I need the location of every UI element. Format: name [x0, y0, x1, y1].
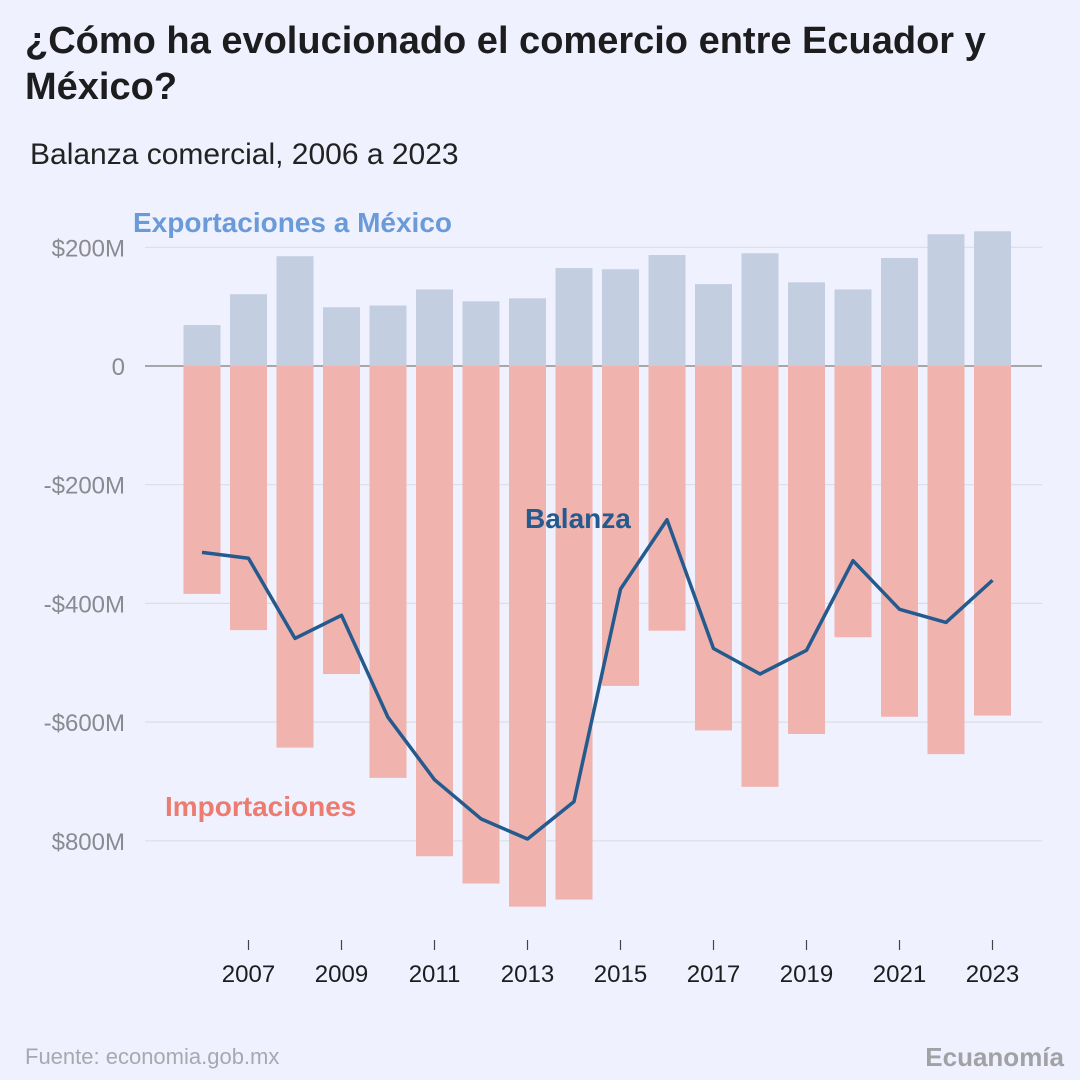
export-bar	[602, 269, 639, 366]
x-tick-label: 2013	[501, 961, 554, 988]
import-bar	[648, 366, 686, 631]
export-bar	[741, 253, 779, 366]
series-label-balance: Balanza	[525, 503, 631, 534]
y-tick-label: -$400M	[44, 591, 125, 618]
x-tick-label: 2007	[222, 961, 275, 988]
export-bar	[648, 255, 686, 366]
import-bar	[416, 366, 453, 857]
import-bar	[974, 366, 1011, 716]
import-bar	[927, 366, 965, 755]
import-bar	[602, 366, 639, 686]
export-bar	[509, 298, 546, 366]
export-bar	[881, 257, 918, 366]
import-bar	[276, 366, 314, 748]
y-tick-label: $200M	[52, 235, 125, 262]
import-bar	[788, 366, 825, 734]
x-tick-label: 2015	[594, 961, 647, 988]
import-bar	[834, 366, 872, 638]
series-label-imports: Importaciones	[165, 791, 356, 822]
import-bar	[462, 366, 500, 884]
import-bar	[695, 366, 732, 731]
import-bar	[881, 366, 918, 717]
export-bar	[788, 282, 825, 366]
y-tick-label: -$600M	[44, 710, 125, 737]
brand-logo: Ecuanomía	[925, 1042, 1064, 1072]
export-bar	[369, 305, 407, 366]
import-bar	[183, 366, 221, 594]
export-bar	[555, 268, 593, 366]
series-label-exports: Exportaciones a México	[133, 207, 452, 238]
x-tick-label: 2017	[687, 961, 740, 988]
chart-title: ¿Cómo ha evolucionado el comercio entre …	[25, 20, 986, 108]
import-bar	[555, 366, 593, 900]
export-bar	[462, 301, 500, 366]
y-tick-label: -$200M	[44, 473, 125, 500]
export-bar	[323, 307, 360, 366]
export-bar	[927, 234, 965, 366]
export-bar	[276, 256, 314, 366]
import-bar	[509, 366, 546, 907]
source-note: Fuente: economia.gob.mx	[25, 1044, 280, 1069]
import-bar	[323, 366, 360, 675]
export-bar	[416, 289, 453, 366]
import-bar	[369, 366, 407, 778]
export-bar	[183, 325, 221, 366]
export-bar	[974, 231, 1011, 366]
x-tick-label: 2011	[409, 961, 461, 988]
export-bar	[695, 284, 732, 366]
x-tick-label: 2023	[966, 961, 1019, 988]
y-tick-label: 0	[112, 354, 125, 381]
y-tick-label: $800M	[52, 829, 125, 856]
import-bar	[741, 366, 779, 787]
x-tick-label: 2009	[315, 961, 368, 988]
import-bar	[230, 366, 267, 631]
x-tick-label: 2019	[780, 961, 833, 988]
export-bar	[230, 294, 267, 366]
x-tick-label: 2021	[873, 961, 926, 988]
chart-subtitle: Balanza comercial, 2006 a 2023	[30, 138, 459, 171]
balance-line	[201, 517, 994, 841]
export-bar	[834, 289, 872, 366]
